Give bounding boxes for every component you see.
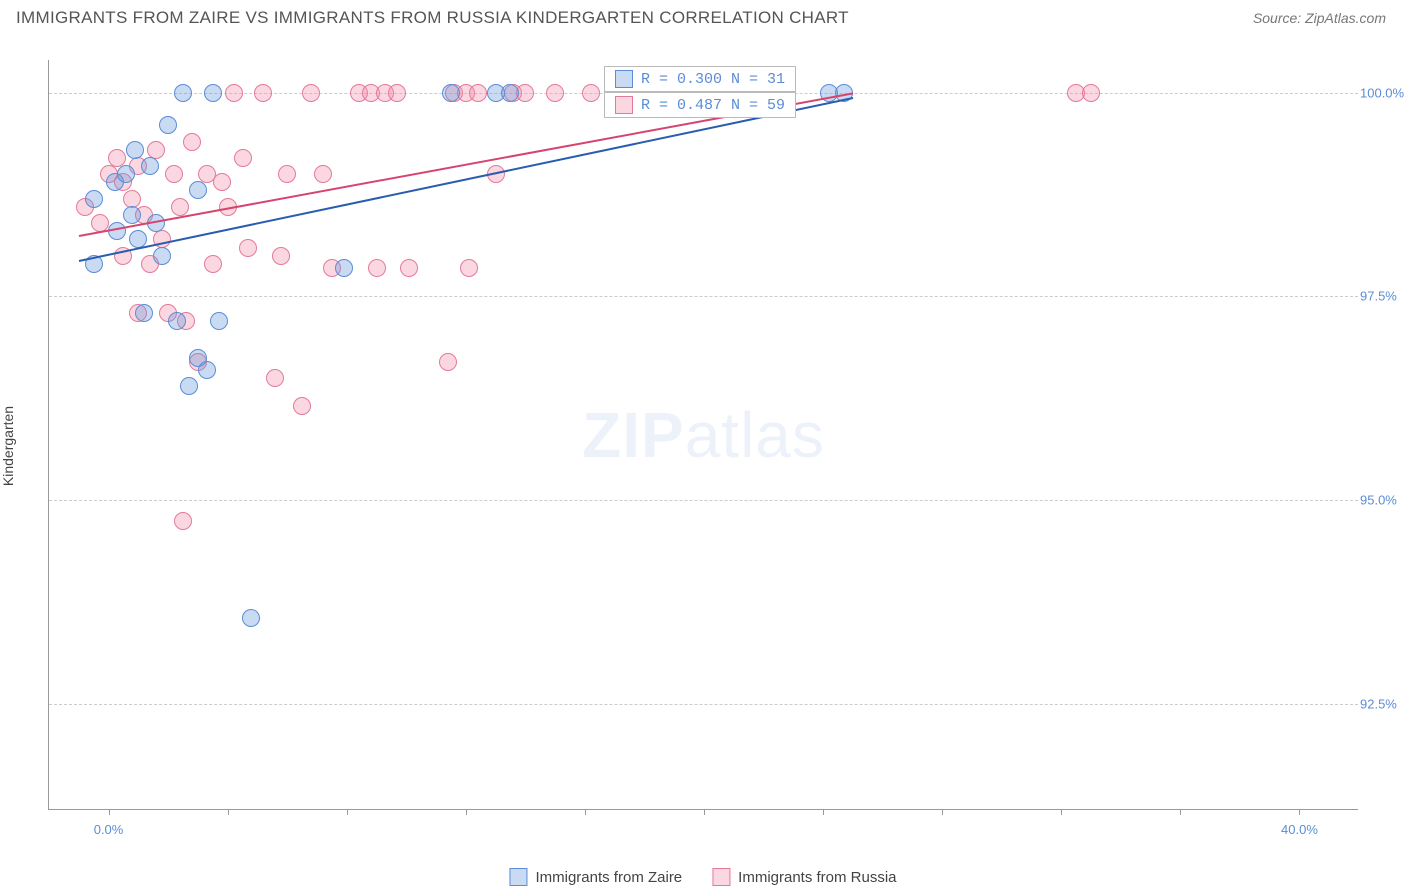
scatter-point <box>293 397 311 415</box>
x-tick-label: 0.0% <box>94 822 124 837</box>
scatter-point <box>234 149 252 167</box>
x-tick <box>585 809 586 815</box>
y-axis-label: Kindergarten <box>0 406 16 486</box>
x-tick <box>1180 809 1181 815</box>
scatter-point <box>123 206 141 224</box>
scatter-point <box>213 173 231 191</box>
scatter-point <box>153 247 171 265</box>
scatter-point <box>272 247 290 265</box>
gridline <box>49 500 1358 501</box>
scatter-point <box>204 255 222 273</box>
x-tick <box>942 809 943 815</box>
scatter-point <box>108 149 126 167</box>
scatter-point <box>582 84 600 102</box>
legend-stats: R = 0.487 N = 59 <box>641 97 785 114</box>
gridline <box>49 704 1358 705</box>
scatter-point <box>189 349 207 367</box>
gridline <box>49 296 1358 297</box>
y-tick-label: 95.0% <box>1360 493 1406 508</box>
scatter-point <box>85 190 103 208</box>
legend-label: Immigrants from Zaire <box>535 869 682 886</box>
legend-swatch <box>615 96 633 114</box>
scatter-point <box>501 84 519 102</box>
x-tick <box>109 809 110 815</box>
scatter-point <box>147 141 165 159</box>
source-label: Source: ZipAtlas.com <box>1253 10 1386 26</box>
scatter-point <box>123 190 141 208</box>
legend-label: Immigrants from Russia <box>738 869 896 886</box>
scatter-point <box>278 165 296 183</box>
scatter-point <box>183 133 201 151</box>
scatter-point <box>189 181 207 199</box>
scatter-point <box>171 198 189 216</box>
scatter-point <box>165 165 183 183</box>
scatter-point <box>314 165 332 183</box>
x-tick <box>823 809 824 815</box>
scatter-point <box>400 259 418 277</box>
scatter-point <box>239 239 257 257</box>
legend-item: Immigrants from Zaire <box>509 868 682 886</box>
trend-line <box>79 97 853 262</box>
scatter-point <box>439 353 457 371</box>
scatter-point <box>254 84 272 102</box>
bottom-legend: Immigrants from Zaire Immigrants from Rus… <box>509 868 896 886</box>
legend-swatch <box>615 70 633 88</box>
scatter-point <box>135 304 153 322</box>
correlation-legend-row: R = 0.487 N = 59 <box>604 92 796 118</box>
scatter-point <box>174 84 192 102</box>
scatter-point <box>302 84 320 102</box>
scatter-point <box>174 512 192 530</box>
scatter-point <box>108 222 126 240</box>
y-tick-label: 97.5% <box>1360 289 1406 304</box>
y-tick-label: 92.5% <box>1360 697 1406 712</box>
watermark: ZIPatlas <box>582 398 825 472</box>
scatter-point <box>126 141 144 159</box>
scatter-point <box>546 84 564 102</box>
x-tick <box>1061 809 1062 815</box>
scatter-point <box>388 84 406 102</box>
scatter-point <box>225 84 243 102</box>
scatter-point <box>159 116 177 134</box>
scatter-point <box>117 165 135 183</box>
scatter-point <box>141 157 159 175</box>
legend-swatch <box>712 868 730 886</box>
x-tick <box>347 809 348 815</box>
scatter-point <box>335 259 353 277</box>
chart-title: IMMIGRANTS FROM ZAIRE VS IMMIGRANTS FROM… <box>16 8 849 28</box>
correlation-legend-row: R = 0.300 N = 31 <box>604 66 796 92</box>
scatter-point <box>460 259 478 277</box>
legend-item: Immigrants from Russia <box>712 868 896 886</box>
legend-stats: R = 0.300 N = 31 <box>641 71 785 88</box>
scatter-point <box>442 84 460 102</box>
chart-plot-area: ZIPatlas 92.5%95.0%97.5%100.0%0.0%40.0%R… <box>48 60 1358 810</box>
scatter-point <box>210 312 228 330</box>
scatter-point <box>168 312 186 330</box>
x-tick-label: 40.0% <box>1281 822 1318 837</box>
x-tick <box>1299 809 1300 815</box>
scatter-point <box>469 84 487 102</box>
scatter-point <box>266 369 284 387</box>
scatter-point <box>180 377 198 395</box>
legend-swatch <box>509 868 527 886</box>
scatter-point <box>368 259 386 277</box>
x-tick <box>466 809 467 815</box>
header: IMMIGRANTS FROM ZAIRE VS IMMIGRANTS FROM… <box>0 0 1406 32</box>
x-tick <box>228 809 229 815</box>
scatter-point <box>204 84 222 102</box>
x-tick <box>704 809 705 815</box>
y-tick-label: 100.0% <box>1360 85 1406 100</box>
scatter-point <box>242 609 260 627</box>
scatter-point <box>1082 84 1100 102</box>
